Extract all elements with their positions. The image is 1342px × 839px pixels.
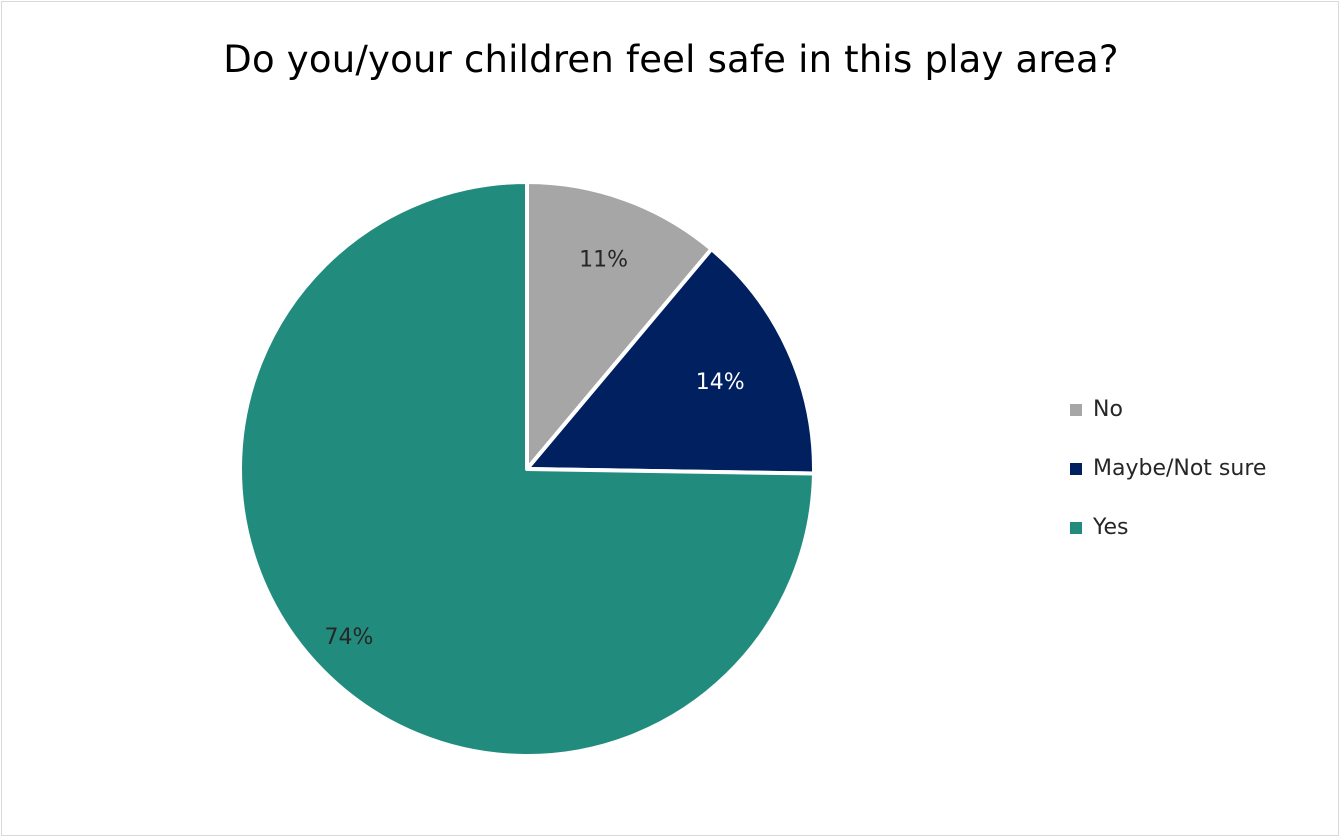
legend-label-no: No: [1093, 397, 1123, 422]
pie-slice-maybe-not-sure: [525, 247, 816, 476]
legend-swatch-no: [1070, 403, 1082, 416]
legend-swatch-maybe-not-sure: [1070, 462, 1082, 475]
legend-swatch-yes: [1070, 521, 1082, 534]
data-label-maybe-not-sure: 14%: [696, 370, 745, 395]
legend-item-no: No: [1070, 392, 1266, 427]
pie-slice-yes: [238, 180, 816, 758]
pie-data-labels: 11% 14% 74%: [325, 248, 745, 650]
data-label-no: 11%: [579, 248, 628, 273]
legend-item-maybe-not-sure: Maybe/Not sure: [1070, 451, 1266, 486]
pie-slice-no: [525, 180, 714, 471]
chart-title: Do you/your children feel safe in this p…: [223, 38, 1119, 81]
legend-label-yes: Yes: [1093, 515, 1129, 540]
data-label-yes: 74%: [325, 625, 374, 650]
legend-label-maybe-not-sure: Maybe/Not sure: [1093, 456, 1267, 481]
legend-item-yes: Yes: [1070, 510, 1266, 545]
legend: No Maybe/Not sure Yes: [1070, 392, 1266, 569]
pie-slices: [238, 180, 816, 758]
